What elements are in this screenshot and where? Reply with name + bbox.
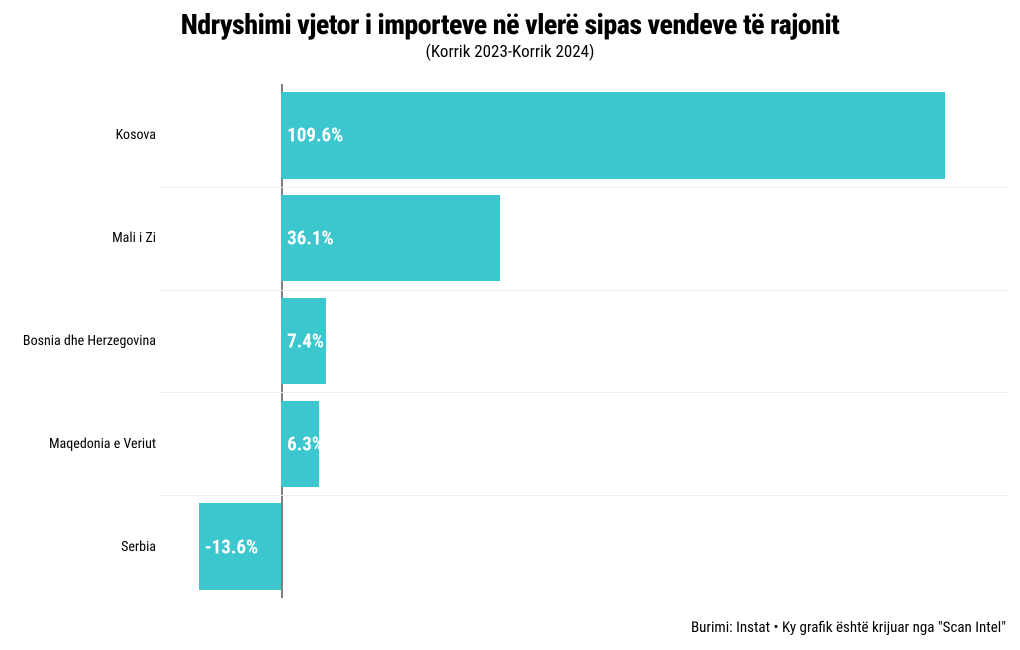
bar-value-label: 7.4% [287, 329, 324, 352]
bar-value-label: 6.3% [287, 432, 324, 455]
chart-title: Ndryshimi vjetor i importeve në vlerë si… [0, 8, 1020, 41]
bar-value-label: 109.6% [287, 124, 343, 147]
grid-line [160, 187, 1008, 188]
category-label: Mali i Zi [6, 230, 156, 246]
bar-value-label: 36.1% [287, 227, 333, 250]
chart-container: Ndryshimi vjetor i importeve në vlerë si… [0, 0, 1020, 650]
category-label: Kosova [6, 127, 156, 143]
category-label: Bosnia dhe Herzegovina [6, 333, 156, 349]
source-caption: Burimi: Instat • Ky grafik është krijuar… [691, 618, 1006, 636]
plot-area: 109.6% 36.1% 7.4% 6.3% -13.6% [160, 84, 1008, 598]
bar: 109.6% [281, 92, 945, 178]
category-label: Maqedonia e Veriut [6, 436, 156, 452]
chart-subtitle: (Korrik 2023-Korrik 2024) [0, 42, 1020, 62]
grid-line [160, 392, 1008, 393]
bar: 7.4% [281, 298, 326, 384]
bar: -13.6% [199, 503, 281, 589]
grid-line [160, 290, 1008, 291]
bar: 36.1% [281, 195, 500, 281]
grid-line [160, 495, 1008, 496]
bar-value-label: -13.6% [205, 535, 258, 558]
category-label: Serbia [6, 539, 156, 555]
bar: 6.3% [281, 401, 319, 487]
